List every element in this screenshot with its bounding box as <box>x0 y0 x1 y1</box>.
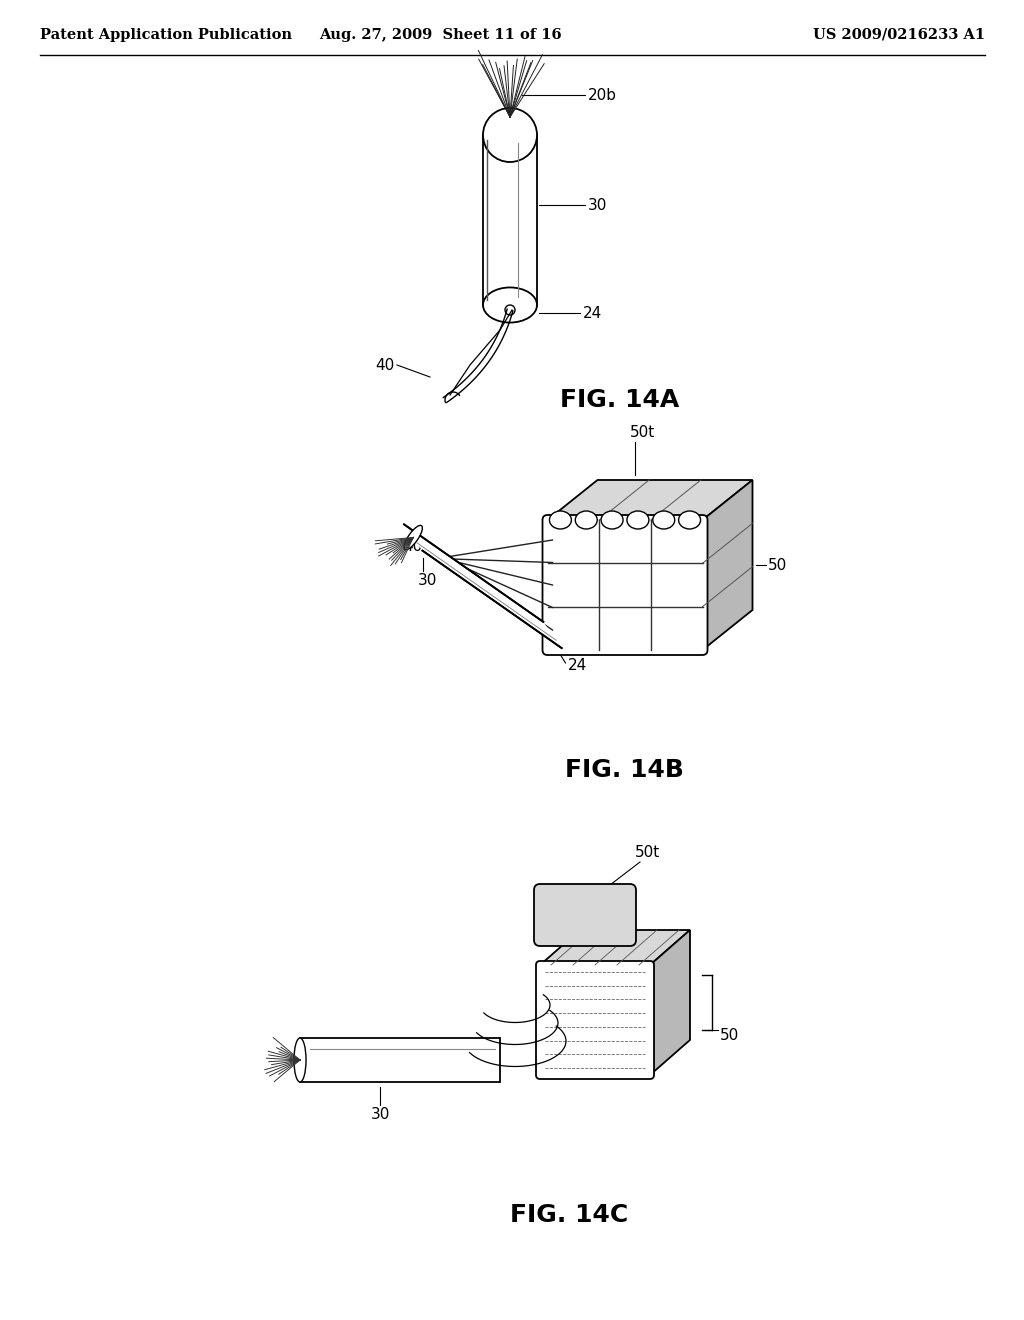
Polygon shape <box>702 480 753 649</box>
Ellipse shape <box>483 108 537 162</box>
Bar <box>300 1038 500 1082</box>
FancyBboxPatch shape <box>543 515 708 655</box>
Polygon shape <box>548 480 753 520</box>
Text: 50t: 50t <box>630 425 655 440</box>
Ellipse shape <box>483 288 537 322</box>
Text: 24: 24 <box>567 657 587 672</box>
Text: Patent Application Publication: Patent Application Publication <box>40 28 292 42</box>
Ellipse shape <box>601 511 623 529</box>
Text: 30: 30 <box>371 1107 390 1122</box>
Ellipse shape <box>652 511 675 529</box>
Text: 30: 30 <box>418 573 437 589</box>
Text: 40: 40 <box>403 539 423 554</box>
Ellipse shape <box>679 511 700 529</box>
Text: 30: 30 <box>588 198 607 213</box>
Bar <box>484 135 536 150</box>
Text: Aug. 27, 2009  Sheet 11 of 16: Aug. 27, 2009 Sheet 11 of 16 <box>318 28 561 42</box>
Text: 50: 50 <box>720 1027 739 1043</box>
Bar <box>484 290 536 305</box>
Text: FIG. 14C: FIG. 14C <box>510 1203 629 1228</box>
Ellipse shape <box>294 1038 306 1082</box>
Text: 20b: 20b <box>588 87 617 103</box>
Text: US 2009/0216233 A1: US 2009/0216233 A1 <box>813 28 985 42</box>
Ellipse shape <box>404 525 422 549</box>
Text: 24: 24 <box>583 305 602 321</box>
FancyBboxPatch shape <box>536 961 654 1078</box>
Ellipse shape <box>550 511 571 529</box>
Text: 40: 40 <box>376 358 395 372</box>
Polygon shape <box>650 931 690 1074</box>
Polygon shape <box>540 931 690 965</box>
Text: 50t: 50t <box>635 845 660 861</box>
Ellipse shape <box>627 511 649 529</box>
FancyBboxPatch shape <box>534 884 636 946</box>
Ellipse shape <box>575 511 597 529</box>
Bar <box>483 135 537 305</box>
Text: FIG. 14A: FIG. 14A <box>560 388 679 412</box>
Text: FIG. 14B: FIG. 14B <box>565 758 684 781</box>
Polygon shape <box>404 524 562 648</box>
Text: 50: 50 <box>768 557 786 573</box>
